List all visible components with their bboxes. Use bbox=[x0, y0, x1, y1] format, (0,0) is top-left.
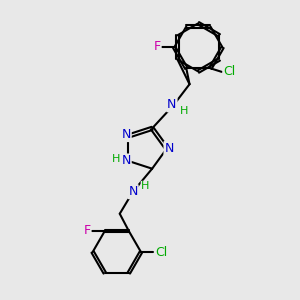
Text: Cl: Cl bbox=[155, 245, 167, 259]
Text: N: N bbox=[122, 154, 131, 167]
Text: N: N bbox=[122, 128, 131, 141]
Text: F: F bbox=[154, 40, 161, 53]
Text: H: H bbox=[112, 154, 120, 164]
Text: Cl: Cl bbox=[223, 65, 235, 78]
Text: N: N bbox=[167, 98, 176, 111]
Text: H: H bbox=[180, 106, 189, 116]
Text: F: F bbox=[84, 224, 91, 237]
Text: N: N bbox=[164, 142, 174, 155]
Text: H: H bbox=[141, 182, 149, 191]
Text: N: N bbox=[128, 185, 138, 198]
